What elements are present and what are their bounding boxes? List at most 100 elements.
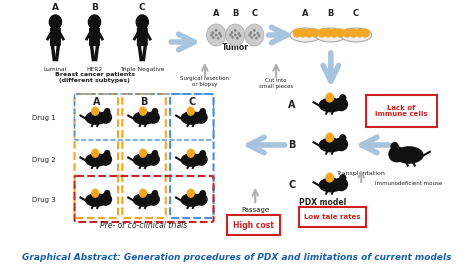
Circle shape: [187, 149, 194, 157]
Ellipse shape: [196, 194, 207, 205]
Circle shape: [362, 29, 369, 37]
Ellipse shape: [335, 178, 347, 190]
Ellipse shape: [100, 112, 111, 123]
Text: Tumor: Tumor: [222, 43, 249, 52]
Circle shape: [326, 93, 333, 102]
Ellipse shape: [100, 194, 111, 205]
Ellipse shape: [134, 112, 155, 124]
FancyBboxPatch shape: [299, 207, 366, 227]
Circle shape: [152, 109, 158, 115]
Circle shape: [218, 32, 221, 35]
Circle shape: [306, 29, 312, 37]
Ellipse shape: [134, 194, 155, 206]
Circle shape: [344, 29, 351, 37]
Circle shape: [217, 37, 219, 40]
Text: C: C: [188, 97, 195, 107]
Circle shape: [340, 95, 346, 102]
Ellipse shape: [196, 112, 207, 123]
FancyBboxPatch shape: [365, 95, 437, 127]
Ellipse shape: [315, 28, 346, 42]
Circle shape: [250, 31, 252, 34]
Text: Triple Negative: Triple Negative: [120, 67, 164, 72]
Circle shape: [258, 34, 261, 37]
Ellipse shape: [181, 154, 202, 166]
Circle shape: [337, 29, 344, 37]
Text: B: B: [232, 9, 238, 18]
Text: Lack of
immune cells: Lack of immune cells: [375, 105, 428, 118]
Circle shape: [207, 24, 226, 46]
Ellipse shape: [335, 98, 347, 111]
Circle shape: [340, 135, 346, 142]
Text: A: A: [288, 100, 295, 110]
Circle shape: [236, 37, 238, 40]
Circle shape: [136, 15, 148, 29]
Circle shape: [326, 173, 333, 182]
Text: Low tale rates: Low tale rates: [304, 214, 361, 220]
Circle shape: [139, 107, 146, 115]
Ellipse shape: [319, 138, 342, 152]
Text: High cost: High cost: [233, 221, 274, 230]
Circle shape: [331, 29, 338, 37]
Text: Pre- or co-clinical trials: Pre- or co-clinical trials: [100, 221, 188, 230]
Ellipse shape: [319, 178, 342, 192]
Ellipse shape: [148, 112, 159, 123]
Circle shape: [234, 29, 237, 32]
Circle shape: [49, 15, 62, 29]
Ellipse shape: [290, 28, 321, 42]
Ellipse shape: [335, 138, 347, 151]
Ellipse shape: [340, 28, 372, 42]
Circle shape: [245, 24, 264, 46]
Circle shape: [89, 15, 100, 29]
Text: Graphical Abstract: Generation procedures of PDX and limitations of current mode: Graphical Abstract: Generation procedure…: [22, 253, 452, 262]
Text: Drug 1: Drug 1: [32, 115, 55, 121]
Circle shape: [139, 149, 146, 157]
Circle shape: [248, 33, 251, 36]
Text: C: C: [251, 9, 257, 18]
Circle shape: [92, 189, 99, 197]
Text: Surgical resection
or biopsy: Surgical resection or biopsy: [180, 76, 229, 87]
Circle shape: [253, 29, 255, 32]
Ellipse shape: [134, 154, 155, 166]
Text: Luminal: Luminal: [44, 67, 67, 72]
Ellipse shape: [181, 112, 202, 124]
Circle shape: [215, 29, 218, 32]
Circle shape: [231, 36, 234, 39]
Circle shape: [139, 189, 146, 197]
Ellipse shape: [181, 194, 202, 206]
Circle shape: [326, 133, 333, 142]
Circle shape: [104, 151, 110, 157]
Text: C: C: [288, 180, 295, 190]
Circle shape: [356, 29, 363, 37]
Circle shape: [234, 33, 237, 36]
Text: A: A: [92, 97, 100, 107]
Text: B: B: [288, 140, 295, 150]
FancyBboxPatch shape: [90, 28, 99, 46]
Text: A: A: [52, 3, 59, 12]
Text: Passage: Passage: [241, 207, 269, 213]
Circle shape: [319, 29, 326, 37]
Text: HER2: HER2: [86, 67, 102, 72]
Circle shape: [104, 109, 110, 115]
Circle shape: [250, 36, 253, 39]
Text: B: B: [328, 9, 334, 18]
Text: B: B: [91, 3, 98, 12]
Circle shape: [212, 36, 215, 39]
Circle shape: [391, 143, 398, 151]
Circle shape: [229, 33, 232, 36]
Circle shape: [300, 29, 307, 37]
Text: Transplantation: Transplantation: [337, 171, 386, 176]
Circle shape: [200, 151, 205, 157]
Text: A: A: [302, 9, 309, 18]
Circle shape: [256, 32, 259, 35]
Ellipse shape: [196, 154, 207, 165]
Circle shape: [293, 29, 301, 37]
Text: Drug 3: Drug 3: [32, 197, 55, 203]
Text: B: B: [140, 97, 148, 107]
Ellipse shape: [100, 154, 111, 165]
Circle shape: [200, 191, 205, 197]
Text: Breast cancer patients
(different subtypes): Breast cancer patients (different subtyp…: [55, 72, 135, 83]
Circle shape: [219, 34, 222, 37]
Circle shape: [211, 31, 214, 34]
Text: PDX model: PDX model: [299, 198, 346, 207]
Circle shape: [253, 33, 255, 36]
